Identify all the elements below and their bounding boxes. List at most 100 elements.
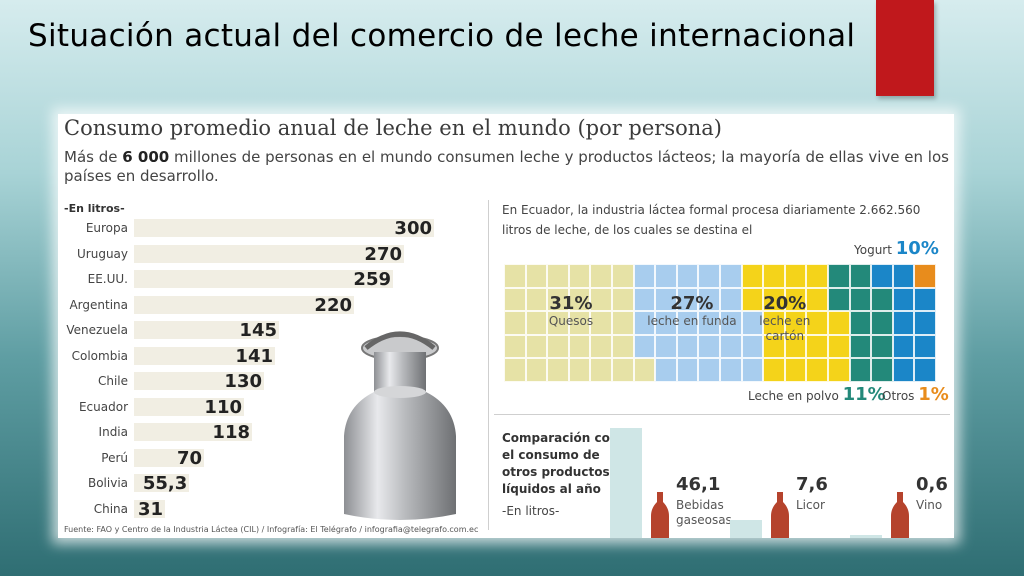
grid-cell	[590, 311, 612, 335]
grid-cell	[525, 287, 548, 312]
bar	[134, 474, 190, 492]
grid-cell	[892, 287, 915, 312]
bar-category-label: Bolivia	[87, 476, 128, 490]
bar	[134, 270, 393, 288]
grid-cell	[849, 358, 872, 382]
ecuador-distribution-grid: 31% Quesos 27% leche en funda 20% leche en ca…	[504, 264, 936, 382]
grid-cell	[914, 358, 936, 382]
bar-category-label: Uruguay	[77, 246, 128, 261]
grid-cell	[612, 311, 634, 335]
grid-cell	[633, 358, 656, 382]
grid-cell	[914, 287, 936, 312]
grid-cell	[676, 264, 699, 288]
bar-category-label: Chile	[97, 374, 128, 388]
grid-cell	[806, 264, 828, 288]
bar-row: India 118	[58, 422, 488, 443]
description-suffix: millones de personas en el mundo consume…	[64, 148, 949, 185]
grid-cell	[763, 264, 785, 288]
grid-cell	[655, 334, 677, 359]
bar-value-label: 141	[235, 345, 273, 367]
bar	[134, 397, 244, 416]
grid-cell	[547, 358, 569, 382]
bar-category-label: Ecuador	[78, 399, 128, 414]
bar-row: Ecuador 110	[58, 396, 488, 418]
grid-cell	[568, 287, 591, 312]
source-note: Fuente: FAO y Centro de la Industria Lác…	[64, 525, 479, 534]
infographic-title: Consumo promedio anual de leche en el mu…	[64, 116, 723, 140]
grid-cell	[504, 264, 526, 288]
grid-cell	[892, 358, 915, 382]
bar	[134, 448, 204, 467]
bottle-icon	[891, 492, 909, 538]
bar-value-label: 110	[204, 396, 242, 418]
segment-percent: 27%	[670, 293, 714, 314]
grid-cell	[871, 311, 893, 335]
segment-name: Leche en polvo	[748, 389, 843, 403]
segment-side-label: Otros 1%	[882, 384, 949, 405]
grid-cell	[892, 264, 915, 288]
segment-percent: 1%	[918, 384, 949, 405]
bar-category-label: India	[98, 425, 128, 439]
comparison-title: Comparación con el consumo de otros prod…	[502, 431, 619, 496]
bar-value-label: 55,3	[142, 473, 188, 494]
grid-cell	[784, 334, 807, 359]
liquid-value-label: 0,6	[916, 474, 948, 495]
grid-cell	[763, 334, 785, 359]
grid-cell	[849, 264, 872, 288]
bar-row: Perú 70	[58, 447, 488, 469]
grid-cell	[720, 334, 742, 359]
segment-name: leche en cartón	[759, 314, 811, 343]
grid-cell	[676, 358, 699, 382]
grid-cell	[698, 311, 720, 335]
bar-row: Argentina 220	[58, 294, 488, 316]
grid-cell	[741, 334, 764, 359]
bar	[134, 346, 275, 365]
grid-cell	[698, 287, 720, 312]
grid-cell	[741, 311, 764, 335]
grid-cell	[568, 264, 591, 288]
slide-title: Situación actual del comercio de leche i…	[28, 18, 856, 54]
grid-cell	[849, 287, 872, 312]
segment-side-label: Leche en polvo 11%	[748, 384, 886, 405]
grid-cell	[547, 334, 569, 359]
bar-value-label: 145	[239, 320, 277, 341]
grid-cell	[633, 287, 656, 312]
infographic: Consumo promedio anual de leche en el mu…	[58, 114, 954, 538]
grid-cell	[806, 358, 828, 382]
grid-cell	[504, 334, 526, 359]
grid-cell	[698, 334, 720, 359]
consumption-unit-label: -En litros-	[64, 202, 125, 215]
bar	[134, 321, 279, 339]
grid-cell	[568, 358, 591, 382]
grid-cell	[655, 264, 677, 288]
grid-cell	[525, 358, 548, 382]
grid-cell	[763, 311, 785, 335]
grid-cell	[806, 287, 828, 312]
grid-cell	[784, 264, 807, 288]
liquid-category-label: Vino	[916, 498, 943, 512]
liquid-bar	[610, 428, 642, 538]
bar-category-label: Argentina	[69, 297, 128, 312]
description-bold: 6 000	[122, 148, 170, 166]
grid-cell	[871, 358, 893, 382]
grid-cell	[655, 358, 677, 382]
section-divider-horizontal	[494, 414, 950, 415]
grid-cell	[871, 287, 893, 312]
bar-value-label: 31	[137, 498, 163, 520]
bar	[134, 499, 165, 518]
bar-value-label: 220	[314, 294, 352, 316]
grid-cell	[676, 311, 699, 335]
grid-cell	[612, 264, 634, 288]
grid-cell	[871, 264, 893, 288]
grid-cell	[698, 264, 720, 288]
bar-value-label: 270	[364, 243, 402, 265]
bar-value-label: 70	[176, 447, 202, 469]
segment-name: Yogurt	[854, 243, 896, 257]
grid-cell	[849, 334, 872, 359]
grid-cell	[633, 264, 656, 288]
bar-row: China 31	[58, 498, 488, 520]
bar-category-label: EE.UU.	[87, 272, 128, 286]
grid-cell	[590, 334, 612, 359]
liquid-bar	[730, 519, 762, 538]
grid-cell	[676, 287, 699, 312]
